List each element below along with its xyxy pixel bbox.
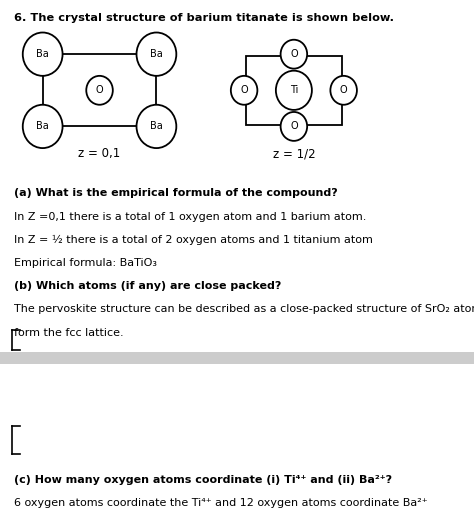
Circle shape: [23, 105, 63, 148]
Text: Ti: Ti: [290, 85, 298, 95]
Text: The pervoskite structure can be described as a close-packed structure of SrO₂ at: The pervoskite structure can be describe…: [14, 304, 474, 314]
Text: Ba: Ba: [36, 121, 49, 132]
Text: z = 1/2: z = 1/2: [273, 147, 315, 160]
Bar: [0, 352, 474, 364]
Text: 6. The crystal structure of barium titanate is shown below.: 6. The crystal structure of barium titan…: [14, 13, 394, 23]
Text: In Z = ½ there is a total of 2 oxygen atoms and 1 titanium atom: In Z = ½ there is a total of 2 oxygen at…: [14, 235, 373, 245]
Text: Ba: Ba: [150, 49, 163, 59]
Text: (b) Which atoms (if any) are close packed?: (b) Which atoms (if any) are close packe…: [14, 281, 282, 291]
Text: Empirical formula: BaTiO₃: Empirical formula: BaTiO₃: [14, 258, 157, 268]
Circle shape: [137, 105, 176, 148]
Text: In Z =0,1 there is a total of 1 oxygen atom and 1 barium atom.: In Z =0,1 there is a total of 1 oxygen a…: [14, 212, 366, 221]
Text: O: O: [290, 49, 298, 59]
Text: Ba: Ba: [36, 49, 49, 59]
Text: form the fcc lattice.: form the fcc lattice.: [14, 328, 124, 337]
Circle shape: [276, 71, 312, 110]
Circle shape: [231, 76, 257, 105]
Text: Ba: Ba: [150, 121, 163, 132]
Text: O: O: [96, 85, 103, 95]
Text: z = 0,1: z = 0,1: [78, 147, 121, 160]
Circle shape: [23, 33, 63, 76]
Text: O: O: [340, 85, 347, 95]
Text: O: O: [290, 121, 298, 132]
Text: O: O: [240, 85, 248, 95]
Bar: [246, 56, 342, 125]
Circle shape: [86, 76, 113, 105]
Circle shape: [281, 40, 307, 69]
Text: 6 oxygen atoms coordinate the Ti⁴⁺ and 12 oxygen atoms coordinate Ba²⁺: 6 oxygen atoms coordinate the Ti⁴⁺ and 1…: [14, 498, 428, 508]
Circle shape: [330, 76, 357, 105]
Circle shape: [281, 112, 307, 141]
Text: (c) How many oxygen atoms coordinate (i) Ti⁴⁺ and (ii) Ba²⁺?: (c) How many oxygen atoms coordinate (i)…: [14, 475, 392, 485]
Text: (a) What is the empirical formula of the compound?: (a) What is the empirical formula of the…: [14, 188, 338, 198]
Circle shape: [137, 33, 176, 76]
